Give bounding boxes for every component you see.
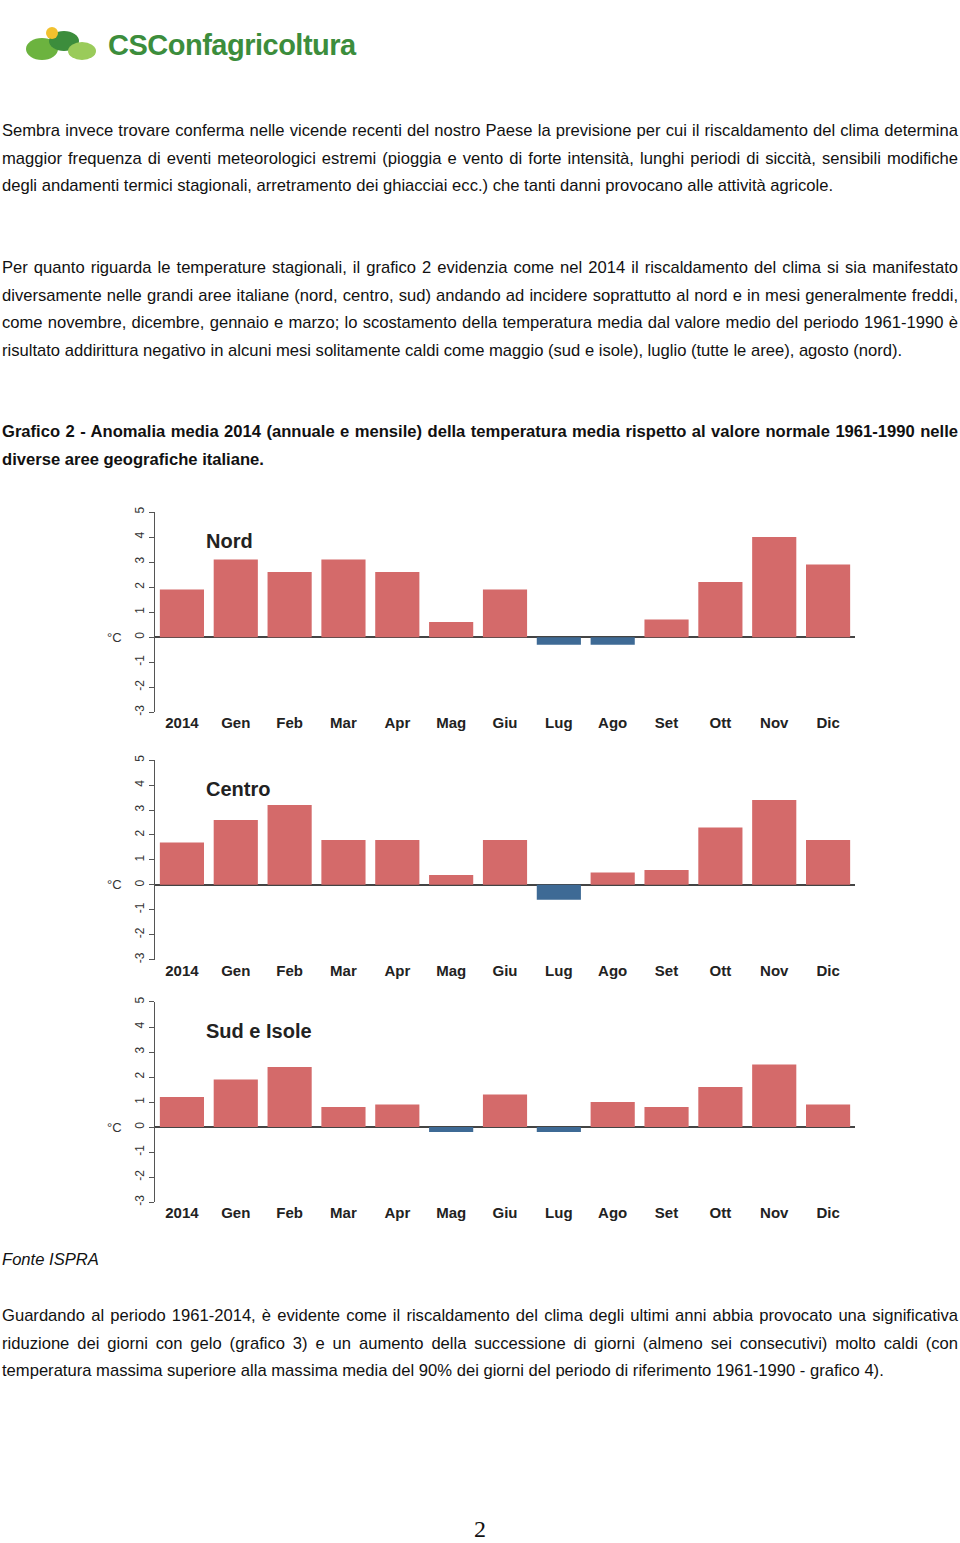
svg-text:2014: 2014 [165,1204,199,1221]
svg-text:3: 3 [133,1047,147,1054]
svg-text:Ott: Ott [710,1204,732,1221]
svg-text:0: 0 [133,632,147,639]
svg-text:Lug: Lug [545,714,573,731]
svg-text:Ago: Ago [598,962,627,979]
svg-text:-3: -3 [133,1195,147,1206]
svg-text:Dic: Dic [816,714,839,731]
svg-text:5: 5 [133,997,147,1004]
svg-text:Apr: Apr [384,1204,410,1221]
svg-text:2: 2 [133,582,147,589]
svg-text:°C: °C [107,877,122,892]
svg-text:Dic: Dic [816,962,839,979]
svg-text:1: 1 [133,1097,147,1104]
svg-text:°C: °C [107,1120,122,1135]
svg-text:Ago: Ago [598,1204,627,1221]
svg-text:Nov: Nov [760,962,789,979]
svg-text:1: 1 [133,607,147,614]
svg-text:2014: 2014 [165,714,199,731]
svg-text:-3: -3 [133,705,147,716]
svg-text:Centro: Centro [206,778,270,800]
svg-text:3: 3 [133,557,147,564]
svg-text:Set: Set [655,962,678,979]
svg-text:-1: -1 [133,902,147,913]
svg-text:Nord: Nord [206,530,253,552]
svg-text:Mar: Mar [330,962,357,979]
svg-text:0: 0 [133,1122,147,1129]
svg-text:°C: °C [107,630,122,645]
svg-text:3: 3 [133,805,147,812]
svg-text:Giu: Giu [493,1204,518,1221]
html-text:Per quanto riguarda le tempera: Per quanto riguarda le temperature stagi… [2,258,958,360]
svg-text:-3: -3 [133,952,147,963]
svg-text:Feb: Feb [276,1204,303,1221]
svg-text:Ott: Ott [710,962,732,979]
svg-text:0: 0 [133,879,147,886]
svg-text:Nov: Nov [760,714,789,731]
svg-text:4: 4 [133,532,147,539]
html-text:Grafico 2 - Anomalia media 201: Grafico 2 - Anomalia media 2014 (annuale… [2,422,958,469]
svg-text:4: 4 [133,780,147,787]
html-text:Guardando al periodo 1961-2014: Guardando al periodo 1961-2014, è eviden… [2,1306,958,1380]
svg-text:5: 5 [133,755,147,762]
svg-text:4: 4 [133,1022,147,1029]
svg-text:Apr: Apr [384,714,410,731]
svg-text:Feb: Feb [276,962,303,979]
svg-text:-1: -1 [133,655,147,666]
html-text:Fonte ISPRA: Fonte ISPRA [2,1250,99,1269]
svg-text:-2: -2 [133,680,147,691]
svg-text:1: 1 [133,854,147,861]
svg-text:Lug: Lug [545,1204,573,1221]
svg-text:2014: 2014 [165,962,199,979]
svg-text:Apr: Apr [384,962,410,979]
svg-text:Mar: Mar [330,1204,357,1221]
svg-text:Nov: Nov [760,1204,789,1221]
svg-text:Giu: Giu [493,714,518,731]
html-text:CSConfagricoltura: CSConfagricoltura [108,29,356,61]
svg-text:Mag: Mag [436,962,466,979]
svg-text:Mag: Mag [436,1204,466,1221]
svg-text:Sud e Isole: Sud e Isole [206,1020,312,1042]
svg-text:Lug: Lug [545,962,573,979]
svg-text:Set: Set [655,714,678,731]
svg-text:Gen: Gen [221,962,250,979]
svg-text:Gen: Gen [221,1204,250,1221]
svg-text:Mar: Mar [330,714,357,731]
html-text:2: 2 [474,1516,486,1542]
svg-text:2: 2 [133,830,147,837]
svg-text:Mag: Mag [436,714,466,731]
svg-text:Giu: Giu [493,962,518,979]
svg-text:2: 2 [133,1072,147,1079]
svg-text:5: 5 [133,507,147,514]
html-text:Sembra invece trovare conferma: Sembra invece trovare conferma nelle vic… [2,121,958,195]
svg-text:Ott: Ott [710,714,732,731]
svg-text:-2: -2 [133,927,147,938]
svg-text:Ago: Ago [598,714,627,731]
svg-text:Set: Set [655,1204,678,1221]
svg-text:Gen: Gen [221,714,250,731]
svg-text:Feb: Feb [276,714,303,731]
svg-text:-1: -1 [133,1145,147,1156]
svg-text:-2: -2 [133,1170,147,1181]
svg-text:Dic: Dic [816,1204,839,1221]
